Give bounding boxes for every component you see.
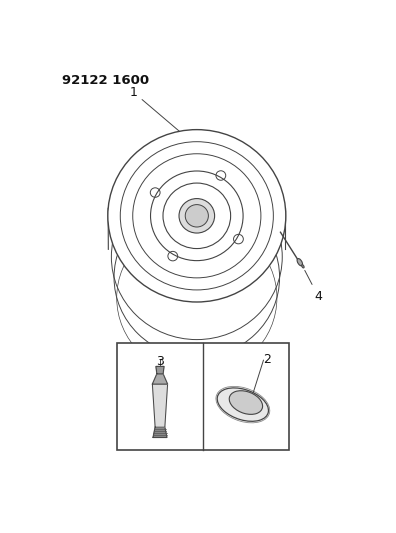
Text: 2: 2 — [263, 353, 271, 366]
Ellipse shape — [108, 130, 286, 302]
Ellipse shape — [150, 171, 243, 261]
Polygon shape — [153, 427, 167, 438]
Polygon shape — [152, 384, 168, 427]
Ellipse shape — [133, 154, 261, 278]
Text: 92122 1600: 92122 1600 — [62, 74, 149, 87]
Ellipse shape — [229, 391, 263, 414]
Text: 4: 4 — [305, 270, 322, 303]
Bar — [117, 343, 289, 450]
Ellipse shape — [185, 205, 208, 227]
Ellipse shape — [217, 388, 268, 421]
Polygon shape — [152, 374, 168, 384]
Polygon shape — [156, 366, 164, 374]
Ellipse shape — [179, 199, 215, 233]
Ellipse shape — [297, 259, 303, 266]
Text: 1: 1 — [129, 85, 179, 131]
Text: 3: 3 — [156, 354, 164, 368]
Ellipse shape — [302, 264, 304, 268]
